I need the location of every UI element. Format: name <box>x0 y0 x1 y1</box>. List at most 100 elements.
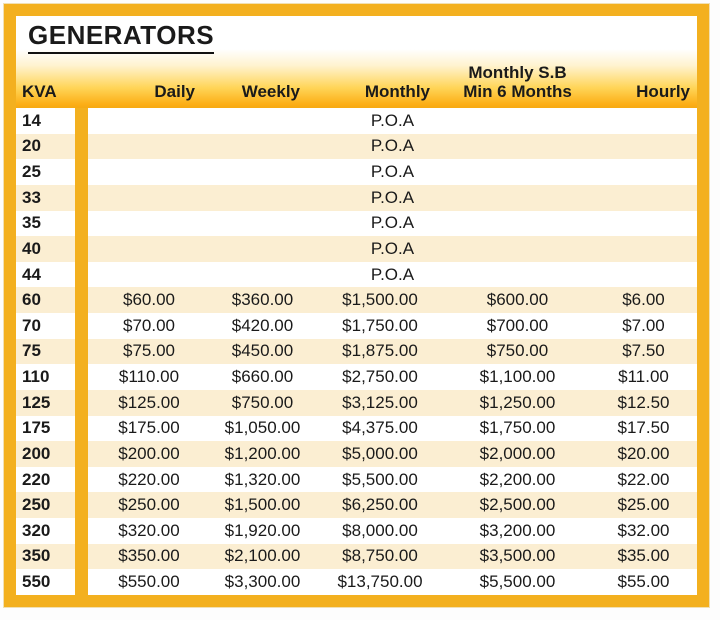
daily-cell: $200.00 <box>118 443 180 463</box>
column-header-monthly: Monthly <box>364 82 430 102</box>
poa-cell: P.O.A <box>370 110 415 130</box>
hourly-cell: $25.00 <box>617 495 670 515</box>
min6-cell: $1,250.00 <box>479 392 556 412</box>
min6-cell: $1,750.00 <box>479 418 556 438</box>
kva-cell: 60 <box>22 290 41 310</box>
poa-cell: P.O.A <box>370 187 415 207</box>
min6-cell: $3,200.00 <box>479 520 556 540</box>
monthly-cell: $6,250.00 <box>342 495 418 515</box>
min6-cell: $2,500.00 <box>479 495 556 515</box>
table-row: 350 $350.00 $2,100.00 $8,750.00 $3,500.00 $35… <box>16 543 697 570</box>
monthly-cell: $2,750.00 <box>342 367 418 387</box>
column-header-daily: Daily <box>154 82 195 102</box>
table-row: 125 $125.00 $750.00 $3,125.00 $1,250.00 $12.5… <box>16 389 697 416</box>
monthly-cell: $1,750.00 <box>342 315 418 335</box>
kva-cell: 125 <box>22 392 51 412</box>
kva-cell: 550 <box>22 572 51 592</box>
column-header-min-6-months-line: Min 6 Months <box>463 82 572 102</box>
daily-cell: $320.00 <box>118 520 180 540</box>
hourly-cell: $6.00 <box>622 290 665 310</box>
table-row: 20 P.O.A <box>16 133 697 160</box>
column-divider <box>75 133 88 160</box>
daily-cell: $250.00 <box>118 495 180 515</box>
monthly-cell: $5,000.00 <box>342 443 418 463</box>
table-row: 14 P.O.A <box>16 108 697 134</box>
column-divider <box>75 466 88 493</box>
price-cells: $250.00 $1,500.00 $6,250.00 $2,500.00 $25.00 <box>88 492 697 518</box>
hourly-cell: $22.00 <box>617 469 670 489</box>
daily-cell: $70.00 <box>123 315 175 335</box>
column-divider <box>75 338 88 365</box>
hourly-cell: $32.00 <box>617 520 670 540</box>
monthly-cell: $13,750.00 <box>337 572 423 592</box>
daily-cell: $550.00 <box>118 572 180 592</box>
kva-cell: 220 <box>22 469 51 489</box>
column-divider <box>75 518 88 544</box>
kva-cell: 44 <box>22 264 41 284</box>
column-divider <box>75 364 88 390</box>
daily-cell: $175.00 <box>118 418 180 438</box>
hourly-cell: $12.50 <box>617 392 670 412</box>
monthly-cell: $3,125.00 <box>342 392 418 412</box>
column-divider <box>75 415 88 442</box>
daily-cell: $110.00 <box>118 367 180 387</box>
price-cells: $70.00 $420.00 $1,750.00 $700.00 $7.00 <box>88 313 697 339</box>
price-cells: $75.00 $450.00 $1,875.00 $750.00 $7.50 <box>88 339 697 365</box>
weekly-cell: $2,100.00 <box>224 546 301 566</box>
kva-cell: 40 <box>22 238 41 258</box>
kva-cell: 70 <box>22 315 41 335</box>
price-cells: $175.00 $1,050.00 $4,375.00 $1,750.00 $17.50 <box>88 416 697 442</box>
min6-cell: $750.00 <box>486 341 549 361</box>
weekly-cell: $1,500.00 <box>224 495 301 515</box>
kva-cell: 175 <box>22 418 51 438</box>
hourly-cell: $11.00 <box>618 367 669 387</box>
hourly-cell: $55.00 <box>617 572 670 592</box>
weekly-cell: $450.00 <box>231 341 294 361</box>
daily-cell: $350.00 <box>118 546 180 566</box>
daily-cell: $75.00 <box>123 341 175 361</box>
column-divider <box>75 441 88 467</box>
hourly-cell: $17.50 <box>617 418 670 438</box>
price-cells: $220.00 $1,320.00 $5,500.00 $2,200.00 $22.00 <box>88 467 697 493</box>
generators-rate-sheet: GENERATORS KVA Daily Weekly Monthly Mont… <box>4 4 709 607</box>
column-divider <box>75 159 88 185</box>
daily-cell: $125.00 <box>118 392 180 412</box>
column-header-kva: KVA <box>22 82 57 102</box>
column-header-hourly: Hourly <box>636 82 690 102</box>
hourly-cell: $7.00 <box>622 315 665 335</box>
hourly-cell: $7.50 <box>622 341 665 361</box>
table-row: 220 $220.00 $1,320.00 $5,500.00 $2,200.00 $22… <box>16 466 697 493</box>
weekly-cell: $1,050.00 <box>224 418 301 438</box>
weekly-cell: $1,320.00 <box>224 469 301 489</box>
table-row: 40 P.O.A <box>16 236 697 262</box>
page-title: GENERATORS <box>28 20 215 54</box>
min6-cell: $5,500.00 <box>479 572 556 592</box>
weekly-cell: $3,300.00 <box>224 572 301 592</box>
column-divider <box>75 313 88 339</box>
monthly-cell: $5,500.00 <box>342 469 418 489</box>
column-divider <box>75 492 88 518</box>
kva-cell: 350 <box>22 546 51 566</box>
kva-cell: 320 <box>22 520 51 540</box>
monthly-cell: $8,000.00 <box>342 520 418 540</box>
kva-cell: 250 <box>22 495 51 515</box>
weekly-cell: $360.00 <box>231 290 294 310</box>
column-header-row: KVA Daily Weekly Monthly Monthly S.B Min… <box>16 63 697 108</box>
kva-cell: 33 <box>22 187 41 207</box>
kva-cell: 75 <box>22 341 41 361</box>
column-divider <box>75 184 88 211</box>
table-row: 60 $60.00 $360.00 $1,500.00 $600.00 $6.00 <box>16 287 697 313</box>
price-cells: $320.00 $1,920.00 $8,000.00 $3,200.00 $32.00 <box>88 518 697 544</box>
kva-cell: 35 <box>22 213 41 233</box>
poa-cell: P.O.A <box>370 213 415 233</box>
hourly-cell: $20.00 <box>617 443 670 463</box>
column-header-monthly-sb-line: Monthly S.B <box>468 62 567 82</box>
weekly-cell: $1,920.00 <box>224 520 301 540</box>
monthly-cell: $1,500.00 <box>342 290 418 310</box>
min6-cell: $2,000.00 <box>479 443 556 463</box>
kva-cell: 20 <box>22 136 41 156</box>
column-header-weekly: Weekly <box>241 82 300 102</box>
weekly-cell: $1,200.00 <box>224 443 301 463</box>
column-divider <box>75 569 88 595</box>
column-divider <box>75 108 88 134</box>
